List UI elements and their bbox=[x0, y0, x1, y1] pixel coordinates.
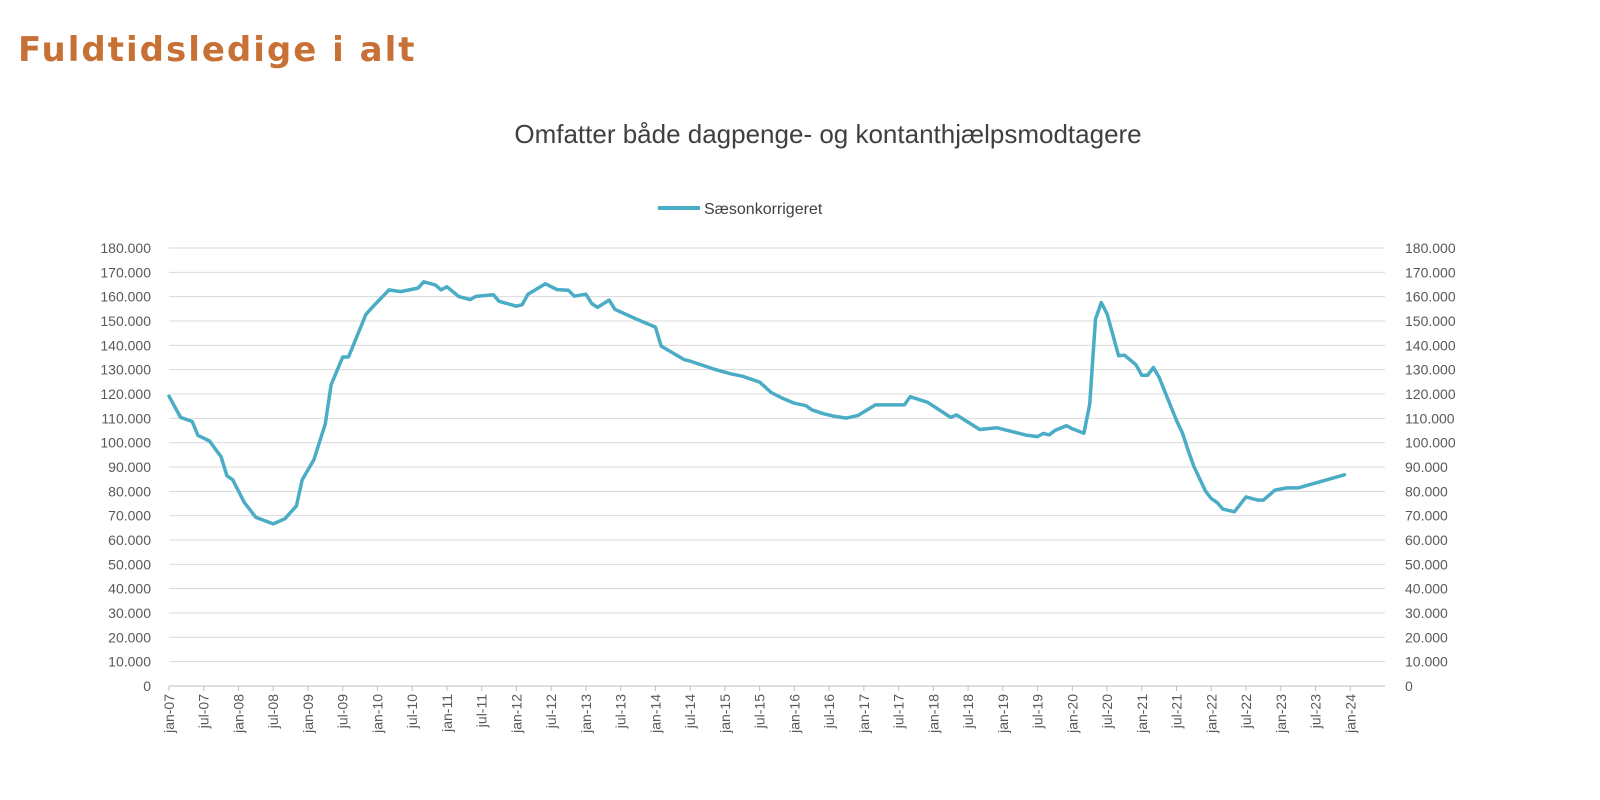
x-tick-label: jan-19 bbox=[995, 694, 1011, 734]
x-tick-label: jan-13 bbox=[578, 694, 594, 734]
x-tick-label: jul-08 bbox=[265, 694, 281, 729]
y-tick-label-left: 30.000 bbox=[108, 605, 151, 621]
x-tick-label: jan-18 bbox=[925, 694, 941, 734]
x-tick-label: jul-15 bbox=[752, 694, 768, 729]
x-tick-label: jul-10 bbox=[404, 694, 420, 729]
gridlines bbox=[169, 247, 1385, 687]
x-tick-label: jan-24 bbox=[1342, 694, 1358, 734]
y-tick-label-left: 110.000 bbox=[101, 410, 151, 426]
y-tick-label-right: 30.000 bbox=[1405, 605, 1448, 621]
x-tick-label: jan-20 bbox=[1064, 694, 1080, 734]
y-tick-label-right: 120.000 bbox=[1405, 386, 1456, 402]
x-tick-label: jul-19 bbox=[1030, 694, 1046, 729]
y-tick-label-right: 110.000 bbox=[1405, 410, 1455, 426]
x-axis: jan-07 jul-07 jan-08 jul-08 jan-09 jul-09 jan-… bbox=[161, 686, 1358, 734]
y-tick-label-right: 100.000 bbox=[1405, 435, 1456, 451]
page-title: Fuldtidsledige i alt bbox=[18, 30, 417, 70]
y-tick-label-right: 0 bbox=[1405, 678, 1413, 694]
x-tick-label: jul-13 bbox=[613, 694, 629, 729]
x-tick-label: jan-07 bbox=[161, 694, 177, 734]
y-tick-label-left: 170.000 bbox=[100, 264, 151, 280]
y-tick-label-right: 50.000 bbox=[1405, 556, 1448, 572]
y-tick-label-left: 130.000 bbox=[100, 362, 151, 378]
y-tick-label-right: 180.000 bbox=[1405, 240, 1456, 256]
x-tick-label: jul-09 bbox=[335, 694, 351, 729]
x-tick-label: jan-15 bbox=[717, 694, 733, 734]
y-tick-label-left: 10.000 bbox=[108, 654, 151, 670]
y-tick-label-left: 40.000 bbox=[108, 581, 151, 597]
x-tick-label: jul-16 bbox=[821, 694, 837, 729]
x-tick-label: jul-07 bbox=[196, 694, 212, 729]
x-tick-label: jan-23 bbox=[1273, 694, 1289, 734]
y-tick-label-left: 150.000 bbox=[100, 313, 151, 329]
x-tick-label: jul-14 bbox=[682, 694, 698, 729]
y-tick-label-left: 90.000 bbox=[108, 459, 151, 475]
x-tick-label: jul-18 bbox=[960, 694, 976, 729]
y-tick-label-left: 80.000 bbox=[108, 483, 151, 499]
x-tick-label: jul-21 bbox=[1169, 694, 1185, 729]
x-tick-label: jan-22 bbox=[1203, 694, 1219, 734]
y-tick-label-right: 90.000 bbox=[1405, 459, 1448, 475]
y-tick-label-left: 100.000 bbox=[100, 435, 151, 451]
x-tick-label: jan-21 bbox=[1134, 694, 1150, 734]
x-tick-label: jan-16 bbox=[786, 694, 802, 734]
y-tick-label-left: 0 bbox=[143, 678, 151, 694]
y-axis-right: 0 10.000 20.000 30.000 40.000 50.000 60.000 70.… bbox=[1405, 240, 1456, 694]
x-tick-label: jan-10 bbox=[369, 694, 385, 734]
x-tick-label: jul-20 bbox=[1099, 694, 1115, 729]
x-tick-label: jan-14 bbox=[647, 694, 663, 734]
y-tick-label-left: 20.000 bbox=[108, 629, 151, 645]
y-tick-label-left: 140.000 bbox=[100, 337, 151, 353]
x-tick-label: jul-23 bbox=[1308, 694, 1324, 729]
series-line-saesonkorrigeret bbox=[167, 280, 1347, 526]
y-tick-label-left: 70.000 bbox=[108, 508, 151, 524]
x-tick-label: jan-11 bbox=[439, 694, 455, 733]
legend-label-saesonkorrigeret: Sæsonkorrigeret bbox=[704, 201, 823, 218]
y-tick-label-right: 130.000 bbox=[1405, 362, 1456, 378]
y-tick-label-left: 50.000 bbox=[108, 556, 151, 572]
y-tick-label-right: 10.000 bbox=[1405, 654, 1448, 670]
x-tick-label: jan-09 bbox=[300, 694, 316, 734]
y-tick-label-right: 20.000 bbox=[1405, 629, 1448, 645]
x-tick-label: jan-08 bbox=[230, 694, 246, 734]
y-axis-left: 0 10.000 20.000 30.000 40.000 50.000 60.000 70.… bbox=[100, 240, 151, 694]
x-tick-label: jul-11 bbox=[474, 694, 490, 728]
x-tick-label: jul-22 bbox=[1238, 694, 1254, 729]
x-tick-label: jul-12 bbox=[543, 694, 559, 729]
y-tick-label-right: 150.000 bbox=[1405, 313, 1456, 329]
y-tick-label-right: 140.000 bbox=[1405, 337, 1456, 353]
y-tick-label-right: 80.000 bbox=[1405, 483, 1448, 499]
chart-title: Omfatter både dagpenge- og kontanthjælps… bbox=[514, 119, 1141, 149]
y-tick-label-left: 60.000 bbox=[108, 532, 151, 548]
y-tick-label-right: 70.000 bbox=[1405, 508, 1448, 524]
y-tick-label-left: 180.000 bbox=[100, 240, 151, 256]
y-tick-label-left: 120.000 bbox=[100, 386, 151, 402]
x-tick-label: jan-17 bbox=[856, 694, 872, 734]
y-tick-label-left: 160.000 bbox=[100, 289, 151, 305]
legend: Sæsonkorrigeret bbox=[658, 201, 823, 218]
y-tick-label-right: 160.000 bbox=[1405, 289, 1456, 305]
y-tick-label-right: 40.000 bbox=[1405, 581, 1448, 597]
y-tick-label-right: 60.000 bbox=[1405, 532, 1448, 548]
y-tick-label-right: 170.000 bbox=[1405, 264, 1456, 280]
x-tick-label: jul-17 bbox=[891, 694, 907, 729]
x-tick-label: jan-12 bbox=[508, 694, 524, 734]
